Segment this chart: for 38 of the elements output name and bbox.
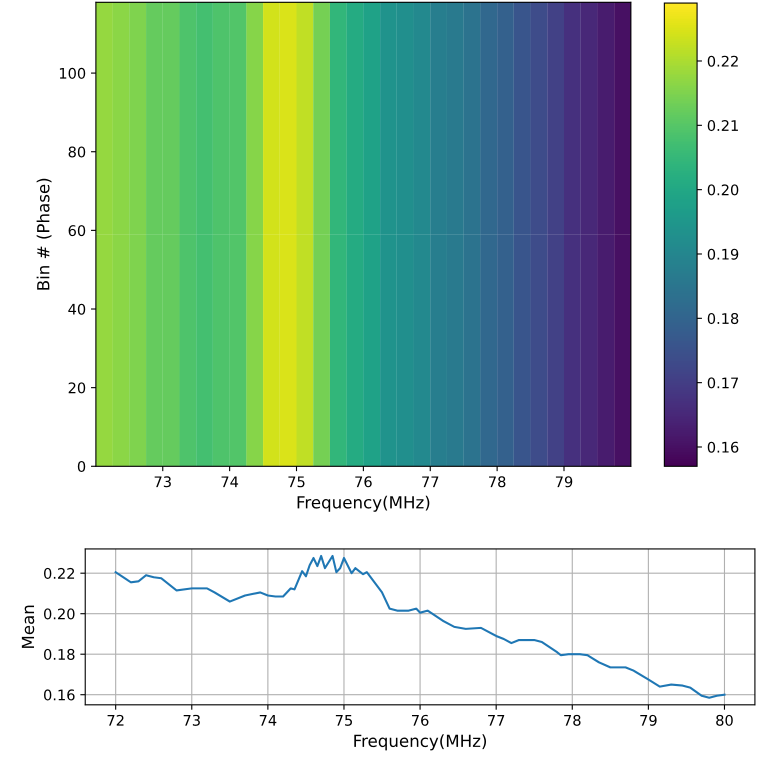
x-axis-title: Frequency(MHz) (354, 734, 486, 750)
x-tick-label: 78 (489, 476, 506, 488)
x-tick-label: 74 (260, 715, 276, 726)
y-tick-label: 100 (60, 68, 86, 79)
x-axis-title: Frequency(MHz) (298, 496, 430, 512)
y-tick-label: 40 (68, 304, 86, 315)
x-tick-label: 75 (336, 715, 352, 726)
y-tick-label: 80 (68, 146, 86, 158)
color-bar-label: 0.17 (708, 377, 738, 388)
x-tick-label: 78 (564, 714, 581, 726)
y-tick-label: 0 (78, 461, 86, 472)
x-tick-label: 77 (422, 476, 438, 488)
x-tick-label: 76 (355, 476, 372, 488)
x-tick-label: 73 (154, 476, 171, 488)
color-bar-label: 0.16 (708, 442, 738, 453)
y-tick-label: 0.16 (44, 689, 75, 700)
x-tick-label: 72 (108, 714, 124, 726)
x-tick-label: 79 (556, 476, 572, 488)
y-tick-label: 60 (68, 225, 86, 236)
color-bar-label: 0.19 (708, 248, 738, 260)
x-tick-label: 76 (412, 714, 428, 726)
x-tick-label: 73 (184, 714, 200, 726)
x-tick-label: 79 (640, 714, 657, 726)
x-tick-label: 77 (488, 715, 504, 726)
x-tick-label: 74 (222, 476, 238, 488)
color-bar-label: 0.21 (708, 120, 738, 132)
y-tick-label: 0.22 (44, 568, 74, 579)
y-axis-title: Mean (22, 606, 34, 648)
color-bar-label: 0.22 (708, 56, 738, 67)
y-tick-label: 0.20 (44, 608, 75, 620)
x-tick-label: 80 (716, 714, 733, 726)
color-bar-label: 0.18 (708, 313, 738, 324)
line-series (114, 554, 726, 699)
y-tick-label: 0.18 (44, 648, 75, 660)
color-bar-label: 0.20 (708, 184, 738, 196)
x-tick-label: 75 (288, 476, 305, 488)
y-tick-label: 20 (68, 382, 86, 394)
y-axis-title: Bin # (Phase) (36, 178, 52, 290)
